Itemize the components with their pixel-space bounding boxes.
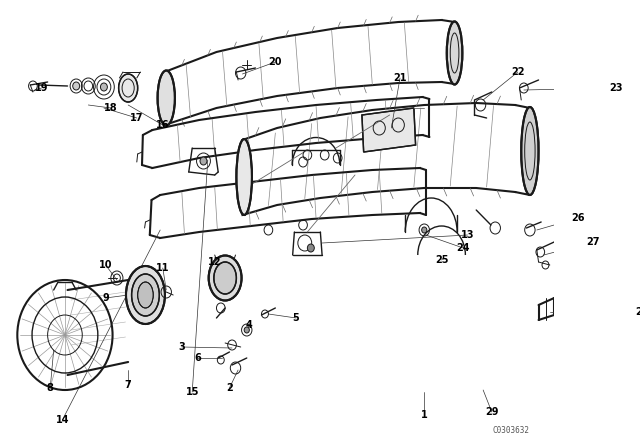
Text: 7: 7 — [125, 380, 131, 390]
Text: 9: 9 — [102, 293, 109, 303]
Text: 17: 17 — [130, 113, 143, 123]
Text: 12: 12 — [208, 257, 221, 267]
Ellipse shape — [209, 255, 241, 301]
Text: 2: 2 — [226, 383, 233, 393]
Circle shape — [73, 82, 79, 90]
Text: 11: 11 — [156, 263, 170, 273]
Text: 21: 21 — [393, 73, 407, 83]
Text: 28: 28 — [636, 307, 640, 317]
Text: 15: 15 — [186, 387, 199, 397]
Polygon shape — [362, 108, 415, 152]
Text: 13: 13 — [461, 230, 474, 240]
Circle shape — [200, 157, 207, 165]
Text: 1: 1 — [421, 410, 428, 420]
Text: 29: 29 — [485, 407, 499, 417]
Circle shape — [100, 83, 108, 91]
Text: 27: 27 — [586, 237, 600, 247]
Text: 8: 8 — [47, 383, 54, 393]
Text: 25: 25 — [435, 255, 449, 265]
Text: 26: 26 — [572, 213, 585, 223]
Ellipse shape — [126, 266, 165, 324]
Text: 16: 16 — [156, 120, 170, 130]
Ellipse shape — [236, 139, 252, 215]
Circle shape — [244, 327, 250, 333]
Ellipse shape — [132, 274, 159, 316]
Ellipse shape — [118, 74, 138, 102]
Ellipse shape — [214, 262, 236, 294]
Text: 14: 14 — [56, 415, 69, 425]
Ellipse shape — [447, 22, 462, 85]
Ellipse shape — [157, 70, 175, 125]
Circle shape — [422, 227, 427, 233]
Ellipse shape — [138, 282, 153, 308]
Text: 24: 24 — [456, 243, 470, 253]
Text: 10: 10 — [99, 260, 113, 270]
Text: 23: 23 — [610, 83, 623, 93]
Text: 6: 6 — [194, 353, 201, 363]
Text: C0303632: C0303632 — [492, 426, 529, 435]
Text: 22: 22 — [511, 67, 525, 77]
Text: 5: 5 — [292, 313, 300, 323]
Text: 3: 3 — [179, 342, 185, 352]
Ellipse shape — [521, 107, 538, 195]
Text: 20: 20 — [269, 57, 282, 67]
Text: 18: 18 — [104, 103, 118, 113]
Circle shape — [307, 244, 314, 252]
Text: 4: 4 — [246, 320, 253, 330]
Text: 19: 19 — [35, 83, 48, 93]
